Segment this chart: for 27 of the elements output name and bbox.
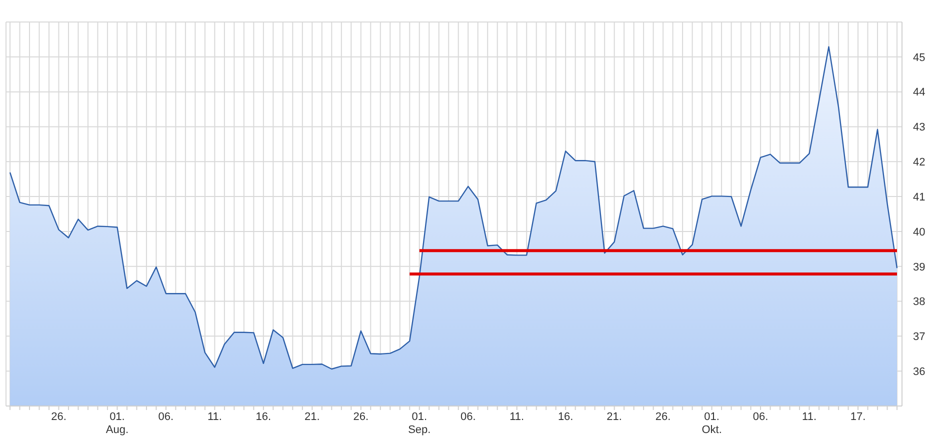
y-tick-label: 36 xyxy=(913,366,926,378)
x-tick-label: 16. xyxy=(256,410,272,423)
x-tick-label: 26. xyxy=(353,410,369,423)
x-tick-label: 11. xyxy=(510,410,524,423)
x-tick-label: 16. xyxy=(558,410,574,423)
x-tick-label: 21. xyxy=(304,410,320,423)
y-tick-label: 45 xyxy=(913,52,926,64)
x-tick-label: 11. xyxy=(207,410,222,423)
x-tick-label: 17. xyxy=(850,410,866,423)
x-tick-label: 11. xyxy=(802,410,817,423)
x-tick-label: 06. xyxy=(752,410,768,423)
y-tick-label: 41 xyxy=(913,191,926,204)
x-tick-label: 26. xyxy=(51,410,66,423)
x-tick-label: 01. Okt. xyxy=(702,410,722,436)
x-tick-label: 06. xyxy=(158,410,174,423)
y-tick-label: 39 xyxy=(913,261,926,274)
x-tick-label: 01. Sep. xyxy=(408,410,431,436)
x-tick-label: 21. xyxy=(606,410,622,423)
y-tick-label: 37 xyxy=(913,331,926,344)
x-tick-label: 06. xyxy=(460,410,476,423)
y-tick-label: 40 xyxy=(913,226,926,238)
y-tick-label: 44 xyxy=(913,86,926,99)
y-tick-label: 43 xyxy=(913,122,926,134)
y-tick-label: 38 xyxy=(913,296,926,308)
x-tick-label: 01. Aug. xyxy=(106,410,129,436)
x-tick-label: 26. xyxy=(655,410,671,423)
y-tick-label: 42 xyxy=(913,156,926,169)
